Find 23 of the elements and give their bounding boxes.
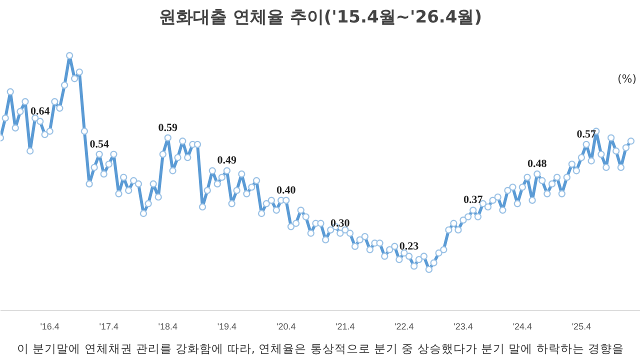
x-tick-label: '16.4 bbox=[40, 322, 60, 332]
data-label: 0.30 bbox=[330, 217, 350, 230]
y-axis-title: (%) bbox=[617, 72, 637, 86]
x-tick-label: '19.4 bbox=[217, 322, 237, 332]
data-label: 0.37 bbox=[463, 194, 484, 206]
data-label: 0.23 bbox=[399, 240, 420, 252]
x-tick-label: '25.4 bbox=[572, 322, 592, 332]
x-tick-label: '20.4 bbox=[276, 322, 296, 332]
x-tick-label: '24.4 bbox=[512, 322, 532, 332]
x-tick-label: '23.4 bbox=[454, 322, 473, 332]
data-label: 0.49 bbox=[217, 154, 238, 167]
text: 이 분기말에 연체채권 관리를 강화함에 따라, 연체율은 통상적으로 분기 중 상승했다가 분기 말에 하락하는 경향을 bbox=[17, 342, 624, 356]
x-tick-label: '18.4 bbox=[158, 322, 178, 332]
x-tick-label: '21.4 bbox=[336, 322, 355, 332]
data-label: 0.54 bbox=[90, 138, 110, 150]
x-tick-label: '17.4 bbox=[99, 322, 118, 332]
data-label: 0.59 bbox=[158, 122, 178, 134]
data-label: 0.40 bbox=[276, 184, 296, 196]
data-label: 0.64 bbox=[30, 105, 50, 118]
data-label: 0.57 bbox=[576, 128, 596, 140]
x-tick-label: '22.4 bbox=[394, 322, 414, 332]
chart-title: 원화대출 연체율 추이('15.4월~'26.4월) bbox=[159, 8, 482, 28]
data-label: 0.48 bbox=[528, 158, 548, 170]
